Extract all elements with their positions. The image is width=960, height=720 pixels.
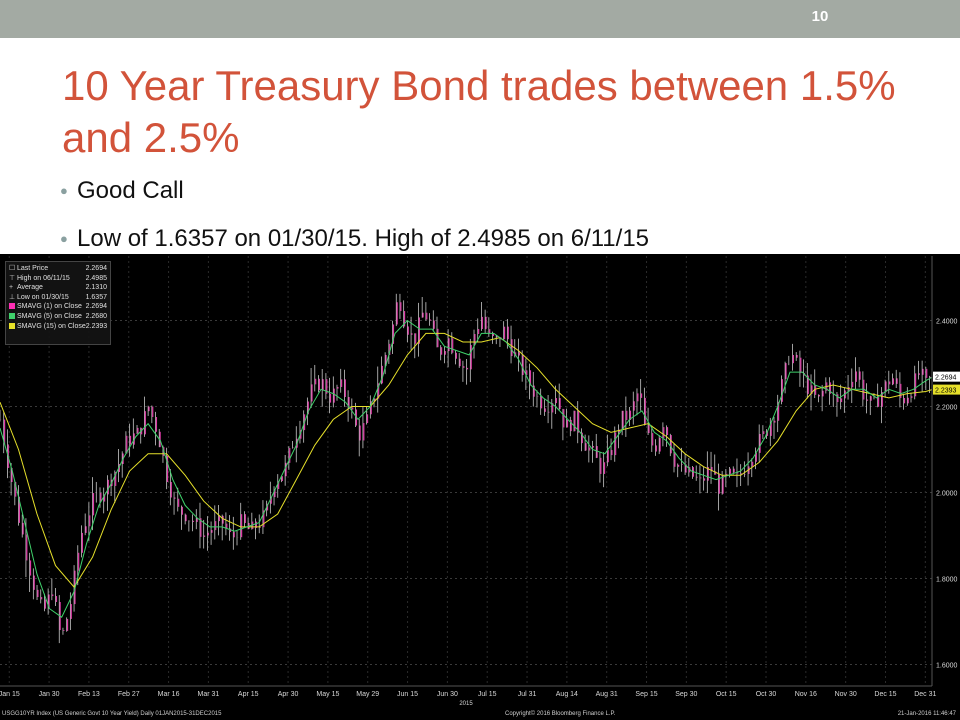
- bullet-dot-icon: ●: [60, 183, 68, 198]
- y-tick-label: 1.6000: [936, 663, 958, 670]
- footer-index-description: USGG10YR Index (US Generic Govt 10 Year …: [2, 711, 222, 717]
- y-tick-label: 2.4000: [936, 319, 958, 326]
- x-tick-label: Dec 31: [914, 691, 936, 698]
- high-marker-icon: ⊤: [9, 274, 16, 282]
- footer-timestamp: 21-Jan-2016 11:46:47: [897, 711, 956, 717]
- x-tick-label: Jul 15: [478, 691, 497, 698]
- top-bar: 10: [0, 0, 960, 38]
- x-year-label: 2015: [459, 701, 473, 707]
- bloomberg-chart: 1.6000 1.8000 2.0000 2.2000 2.4000 Jan 15 Jan …: [0, 254, 960, 720]
- x-tick-label: Feb 27: [118, 691, 140, 698]
- x-tick-label: Sep 30: [675, 691, 697, 698]
- ohlc-bar-layer: [0, 293, 932, 644]
- chart-footer: USGG10YR Index (US Generic Govt 10 Year …: [0, 709, 960, 720]
- chart-legend: ☐ Last Price 2.2694 ⊤ High on 06/11/15 2.498…: [5, 261, 111, 345]
- legend-row-high: ⊤ High on 06/11/15 2.4985: [9, 274, 107, 282]
- x-tick-label: Mar 31: [198, 691, 220, 698]
- x-tick-label: Jan 15: [0, 691, 20, 698]
- x-tick-label: Oct 30: [756, 691, 777, 698]
- x-tick-label: Apr 30: [278, 691, 299, 698]
- last-price-icon: ☐: [9, 265, 16, 272]
- y-tick-label: 1.8000: [936, 577, 958, 584]
- average-marker-icon: +: [9, 284, 14, 292]
- x-tick-label: May 15: [316, 691, 339, 698]
- bullet-item: ● Good Call: [60, 172, 649, 220]
- low-marker-icon: ⊥: [9, 293, 16, 301]
- last-value-tag: [933, 384, 960, 395]
- axis-layer: 1.6000 1.8000 2.0000 2.2000 2.4000 Jan 15 Jan …: [0, 256, 960, 707]
- sma-15-line: [0, 332, 933, 588]
- legend-row-smavg-15: SMAVG (15) on Close 2.2393: [9, 322, 107, 332]
- bullet-text: Good Call: [77, 177, 184, 204]
- x-tick-label: Nov 30: [835, 691, 857, 698]
- legend-swatch: [9, 312, 15, 319]
- bullet-dot-icon: ●: [60, 231, 68, 246]
- footer-copyright: Copyright© 2016 Bloomberg Finance L.P.: [505, 711, 616, 717]
- x-tick-label: May 29: [356, 691, 379, 698]
- x-tick-label: Mar 16: [158, 691, 180, 698]
- moving-average-layer: [0, 319, 933, 618]
- x-tick-label: Jul 31: [518, 691, 537, 698]
- x-tick-label: Apr 15: [238, 691, 259, 698]
- x-tick-label: Jan 30: [39, 691, 60, 698]
- legend-row-low: ⊥ Low on 01/30/15 1.6357: [9, 293, 107, 301]
- slide-title: 10 Year Treasury Bond trades between 1.5…: [62, 62, 896, 161]
- sma-5-line: [0, 319, 933, 618]
- legend-row-smavg-1: SMAVG (1) on Close 2.2694: [9, 302, 107, 312]
- slide-number: 10: [811, 8, 829, 25]
- x-tick-label: Oct 15: [716, 691, 737, 698]
- x-tick-label: Sep 15: [635, 691, 657, 698]
- bullet-list: ● Good Call ● Low of 1.6357 on 01/30/15. H…: [60, 172, 649, 268]
- legend-row-last-price: ☐ Last Price 2.2694: [9, 265, 107, 272]
- y-tick-label: 2.0000: [936, 491, 958, 498]
- bullet-item: ● Low of 1.6357 on 01/30/15. High of 2.49…: [60, 220, 649, 268]
- last-value-tag: [933, 371, 960, 382]
- x-tick-label: Dec 15: [874, 691, 896, 698]
- x-tick-label: Jun 30: [437, 691, 458, 698]
- grid-layer: [0, 256, 932, 686]
- x-tick-label: Aug 31: [596, 691, 618, 698]
- last-value-label: 2.2393: [935, 388, 957, 395]
- chart-canvas: 1.6000 1.8000 2.0000 2.2000 2.4000 Jan 15 Jan …: [0, 256, 960, 707]
- y-tick-label: 2.2000: [936, 405, 958, 412]
- last-value-label: 2.2694: [935, 375, 957, 382]
- x-tick-label: Feb 13: [78, 691, 100, 698]
- bullet-text: Low of 1.6357 on 01/30/15. High of 2.498…: [77, 225, 650, 252]
- legend-swatch: [9, 322, 15, 329]
- legend-swatch: [9, 303, 15, 310]
- legend-row-average: + Average 2.1310: [9, 284, 107, 292]
- x-tick-label: Aug 14: [556, 691, 578, 698]
- x-tick-label: Jun 15: [397, 691, 418, 698]
- x-tick-label: Nov 16: [795, 691, 817, 698]
- legend-row-smavg-5: SMAVG (5) on Close 2.2680: [9, 312, 107, 322]
